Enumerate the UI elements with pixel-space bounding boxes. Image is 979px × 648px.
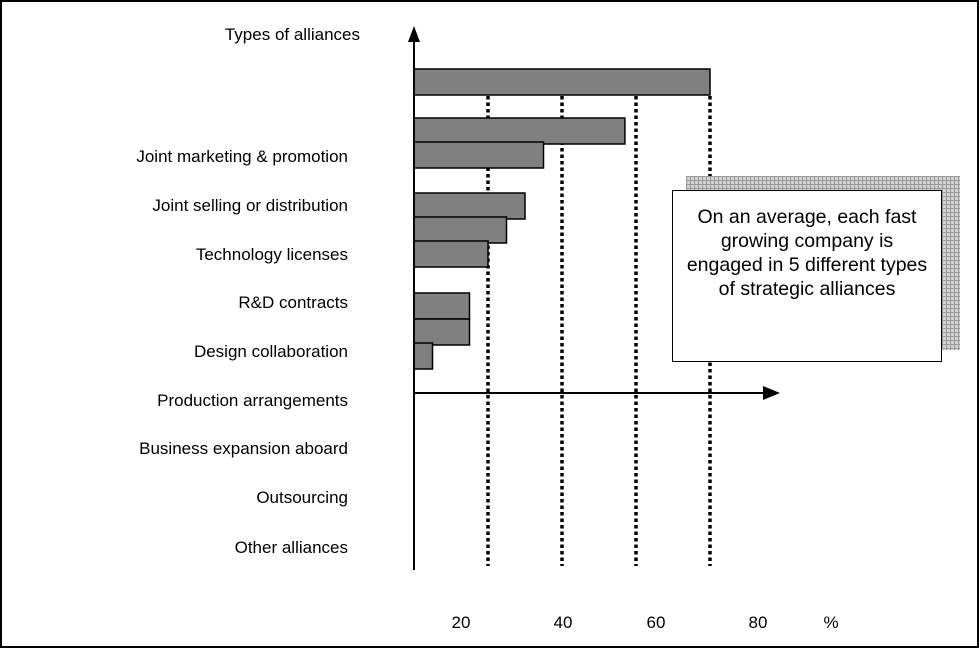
x-tick-20: 20 — [452, 613, 471, 632]
bar-2 — [413, 141, 545, 169]
x-tick-40: 40 — [554, 613, 573, 632]
x-tick-60: 60 — [647, 613, 666, 632]
bar-1 — [413, 117, 626, 145]
category-label-1: Joint selling or distribution — [152, 196, 348, 215]
bar-4 — [413, 216, 508, 244]
y-axis-title: Types of alliances — [225, 25, 360, 44]
category-labels: Joint marketing & promotion Joint selling… — [136, 147, 348, 557]
category-label-4: Design collaboration — [194, 342, 348, 361]
bar-0 — [413, 68, 711, 96]
bars — [413, 68, 711, 370]
bar-3 — [413, 192, 526, 220]
x-tick-80: 80 — [749, 613, 768, 632]
category-label-8: Other alliances — [235, 538, 348, 557]
x-tick-labels: 20 40 60 80 — [452, 613, 768, 632]
category-label-6: Business expansion aboard — [139, 439, 348, 458]
x-axis-arrowhead — [763, 386, 780, 400]
bar-6 — [413, 292, 471, 320]
bar-5 — [413, 240, 489, 268]
axes — [408, 26, 780, 570]
x-unit-label: % — [823, 613, 838, 632]
bar-7 — [413, 318, 471, 346]
category-label-7: Outsourcing — [256, 488, 348, 507]
annotation-box: On an average, each fast growing company… — [672, 190, 942, 362]
category-label-5: Production arrangements — [157, 391, 348, 410]
category-label-0: Joint marketing & promotion — [136, 147, 348, 166]
category-label-3: R&D contracts — [238, 293, 348, 312]
bar-8 — [413, 342, 434, 370]
category-label-2: Technology licenses — [196, 245, 348, 264]
annotation-text: On an average, each fast growing company… — [686, 206, 928, 300]
y-axis-arrowhead — [408, 26, 420, 42]
